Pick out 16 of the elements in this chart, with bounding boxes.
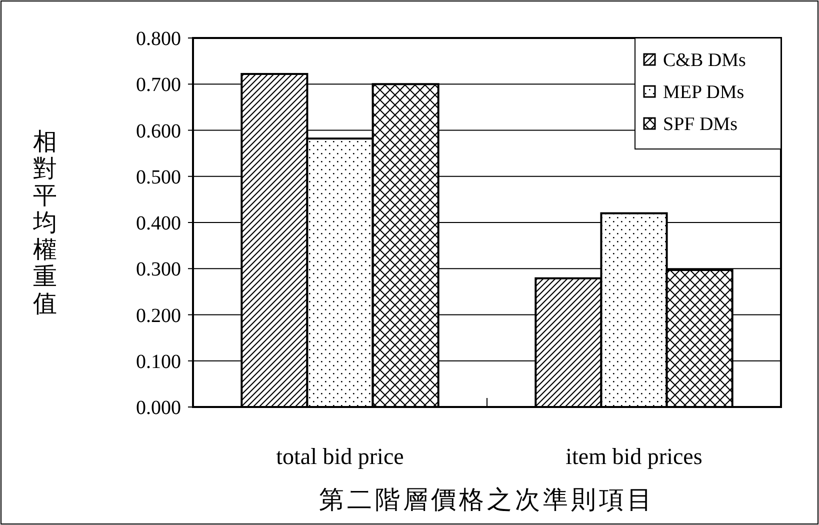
- legend-label: MEP DMs: [663, 82, 744, 103]
- y-tick-label: 0.100: [136, 350, 181, 373]
- x-tick-label: total bid price: [276, 444, 404, 469]
- y-tick-label: 0.500: [136, 166, 181, 188]
- y-axis-title: 相對平均權重值: [32, 130, 57, 318]
- y-tick-label: 0.800: [136, 28, 181, 50]
- x-axis-title: 第二階層價格之次準則項目: [319, 486, 655, 514]
- y-tick-label: 0.200: [136, 304, 181, 327]
- legend-label: SPF DMs: [663, 114, 738, 135]
- x-tick-label: item bid prices: [566, 444, 702, 469]
- y-tick-label: 0.400: [136, 212, 181, 234]
- legend-label: C&B DMs: [663, 50, 746, 71]
- y-tick-label: 0.000: [136, 397, 181, 419]
- y-tick-label: 0.700: [136, 74, 181, 96]
- y-tick-label: 0.300: [136, 258, 181, 281]
- y-tick-label: 0.600: [136, 120, 181, 142]
